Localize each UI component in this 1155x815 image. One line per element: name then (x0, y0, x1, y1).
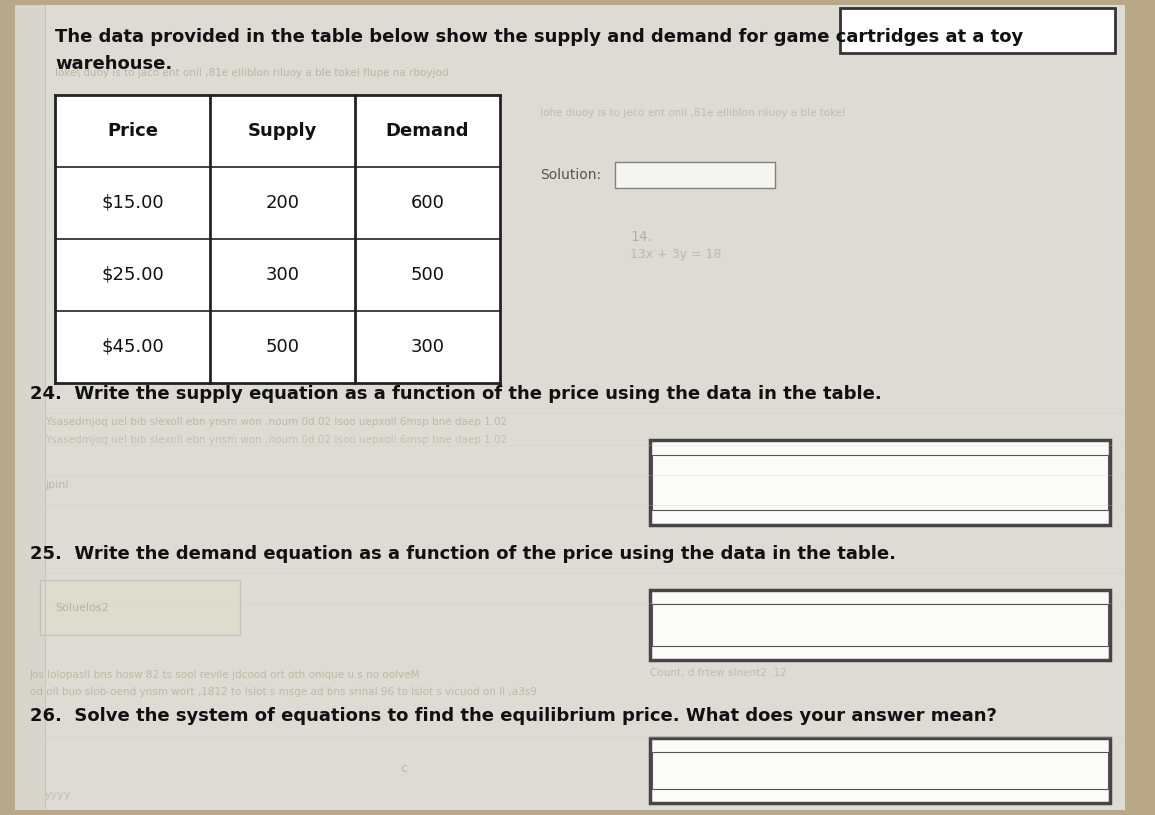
Text: 25.  Write the demand equation as a function of the price using the data in the : 25. Write the demand equation as a funct… (30, 545, 896, 563)
Text: 300: 300 (410, 338, 445, 356)
Text: 500: 500 (266, 338, 299, 356)
Text: 600: 600 (410, 194, 445, 212)
Text: loke\ duoy is to jaco ent onil ,81e elliblon riluoy a ble tokel flupe na rboyjod: loke\ duoy is to jaco ent onil ,81e elli… (55, 68, 448, 78)
Bar (653, 604, 1108, 646)
Text: The data provided in the table below show the supply and demand for game cartrid: The data provided in the table below sho… (55, 28, 1023, 46)
Bar (653, 752, 1108, 789)
Text: 26.  Solve the system of equations to find the equilibrium price. What does your: 26. Solve the system of equations to fin… (30, 707, 997, 725)
Text: $15.00: $15.00 (102, 194, 164, 212)
Bar (650, 738, 1110, 803)
Text: warehouse.: warehouse. (55, 55, 172, 73)
Text: Count, d frtew slnent2 .12: Count, d frtew slnent2 .12 (650, 668, 787, 678)
Text: Demand: Demand (386, 122, 469, 140)
Text: lohe diuoy is to jeco ent onil ,81e elliblon riluoy a ble tokel: lohe diuoy is to jeco ent onil ,81e elli… (541, 108, 845, 118)
Bar (840, 8, 1115, 53)
Text: Supply: Supply (248, 122, 318, 140)
Text: $25.00: $25.00 (102, 266, 164, 284)
Bar (653, 455, 1108, 510)
Text: 13x + 3y = 18: 13x + 3y = 18 (629, 248, 722, 261)
Text: Ysasedmjoq uel bib slexoll ebn ynsm won ,noum 0d.02 lsoo uepxoll 6msp bne daep 1: Ysasedmjoq uel bib slexoll ebn ynsm won … (45, 435, 507, 445)
Bar (614, 162, 775, 188)
Text: $45.00: $45.00 (102, 338, 164, 356)
Text: c: c (400, 762, 407, 775)
Bar (650, 440, 1110, 525)
Text: 500: 500 (410, 266, 445, 284)
Bar (55, 95, 500, 383)
Text: jpinl: jpinl (45, 480, 68, 490)
Text: yyyy: yyyy (45, 790, 72, 800)
Bar (40, 580, 240, 635)
Bar (15, 5, 45, 810)
Text: Jos lolopasll bns hosw 82 ts sool revile jdcood ort oth onique u.s no oolveM: Jos lolopasll bns hosw 82 ts sool revile… (30, 670, 420, 680)
Text: 14.: 14. (629, 230, 653, 244)
Text: Price: Price (107, 122, 158, 140)
Text: 300: 300 (266, 266, 299, 284)
Text: od oll buo slob-oend ynsm wort ,1812 to lslot s msge ad bns srinal 96 to lslot s: od oll buo slob-oend ynsm wort ,1812 to … (30, 687, 537, 697)
Text: 200: 200 (266, 194, 299, 212)
Text: Solution:: Solution: (541, 168, 601, 182)
Text: 24.  Write the supply equation as a function of the price using the data in the : 24. Write the supply equation as a funct… (30, 385, 881, 403)
Bar (650, 590, 1110, 660)
Text: Soluelos2: Soluelos2 (55, 603, 109, 613)
Text: Ysasedmjoq uel bib slexoll ebn ynsm won ,noum 0d.02 lsoo uepxoll 6msp bne daep 1: Ysasedmjoq uel bib slexoll ebn ynsm won … (45, 417, 507, 427)
